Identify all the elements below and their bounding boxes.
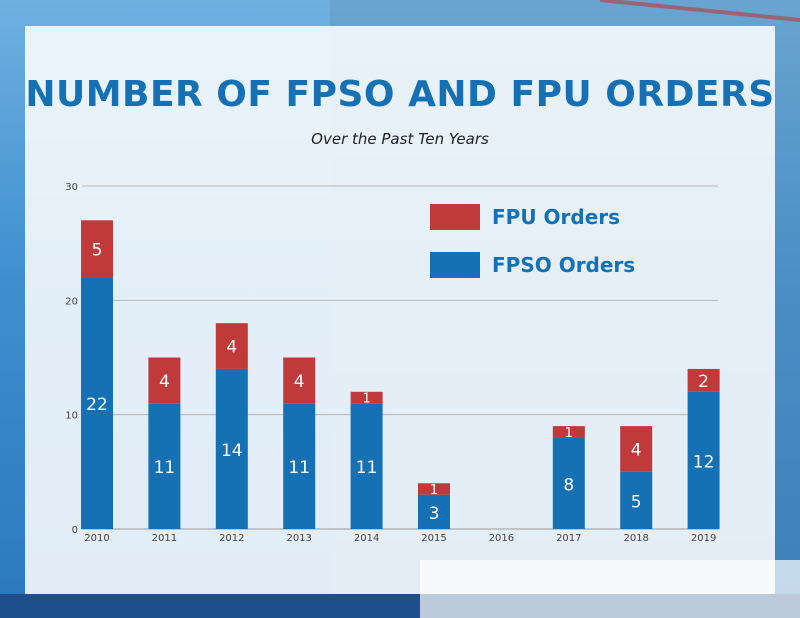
legend-item-fpu: FPU Orders [430,204,620,230]
data-label-fpso: 12 [693,452,715,472]
gridlines [82,185,718,530]
data-label-fpso: 11 [356,458,378,478]
bar-fpu [81,220,113,278]
bar-fpu [552,426,585,438]
data-label-fpso: 22 [86,395,108,415]
bar-fpu [283,357,316,404]
x-tick-label: 2015 [421,533,446,544]
bar-fpso [148,403,181,529]
data-label-fpu: 1 [362,391,370,406]
data-label-fpso: 5 [631,492,642,512]
x-tick-label: 2010 [84,533,109,544]
x-tick-label: 2011 [152,533,177,544]
x-tick-label: 2013 [286,533,311,544]
bar-fpu [687,368,720,392]
bar-fpso [283,403,316,529]
data-label-fpso: 14 [221,441,243,461]
y-tick-label: 0 [72,525,78,536]
bar-fpu [148,357,181,404]
bar-fpso [215,368,248,529]
data-label-fpso: 8 [563,475,574,495]
bar-fpso [418,494,450,529]
y-tick-label: 10 [65,411,78,422]
legend-label-fpso: FPSO Orders [492,253,636,277]
y-tick-label: 20 [65,296,78,307]
bar-fpso [350,403,383,529]
bar-fpu [418,483,450,495]
data-label-fpu: 4 [159,372,170,392]
bar-fpso [81,277,113,529]
data-label-fpu: 5 [92,240,103,260]
legend-label-fpu: FPU Orders [492,205,621,229]
x-tick-label: 2019 [691,533,716,544]
x-tick-label: 2016 [489,533,514,544]
data-label-fpu: 4 [294,372,305,392]
legend-swatch-fpu [430,204,480,230]
data-label-fpu: 2 [698,372,709,392]
data-label-fpu: 4 [226,338,237,358]
x-tick-label: 2014 [354,533,379,544]
bar-fpu [215,323,248,369]
legend-swatch-fpso [430,252,480,278]
bar-fpu [620,426,653,472]
axes: 0 10 20 30 2010 2011 2012 2013 2014 2015 2016 2017 2… [65,182,716,544]
legend-item-fpso: FPSO Orders [430,252,635,278]
chart-title: NUMBER OF FPSO AND FPU ORDERS [25,74,775,115]
x-tick-label: 2012 [219,533,244,544]
data-label-fpu: 1 [565,426,573,441]
bar-fpu [350,391,383,404]
data-label-fpu: 4 [631,440,642,460]
bar-fpso [552,437,585,529]
data-label-fpso: 3 [429,504,440,524]
chart-subtitle: Over the Past Ten Years [311,130,489,148]
data-label-fpso: 11 [154,458,176,478]
data-label-fpso: 11 [288,458,310,478]
x-tick-label: 2018 [623,533,648,544]
data-label-fpu: 1 [430,483,438,498]
y-tick-label: 30 [65,182,78,193]
bar-fpso [620,471,653,529]
bar-fpso [687,391,720,529]
x-tick-label: 2017 [556,533,581,544]
